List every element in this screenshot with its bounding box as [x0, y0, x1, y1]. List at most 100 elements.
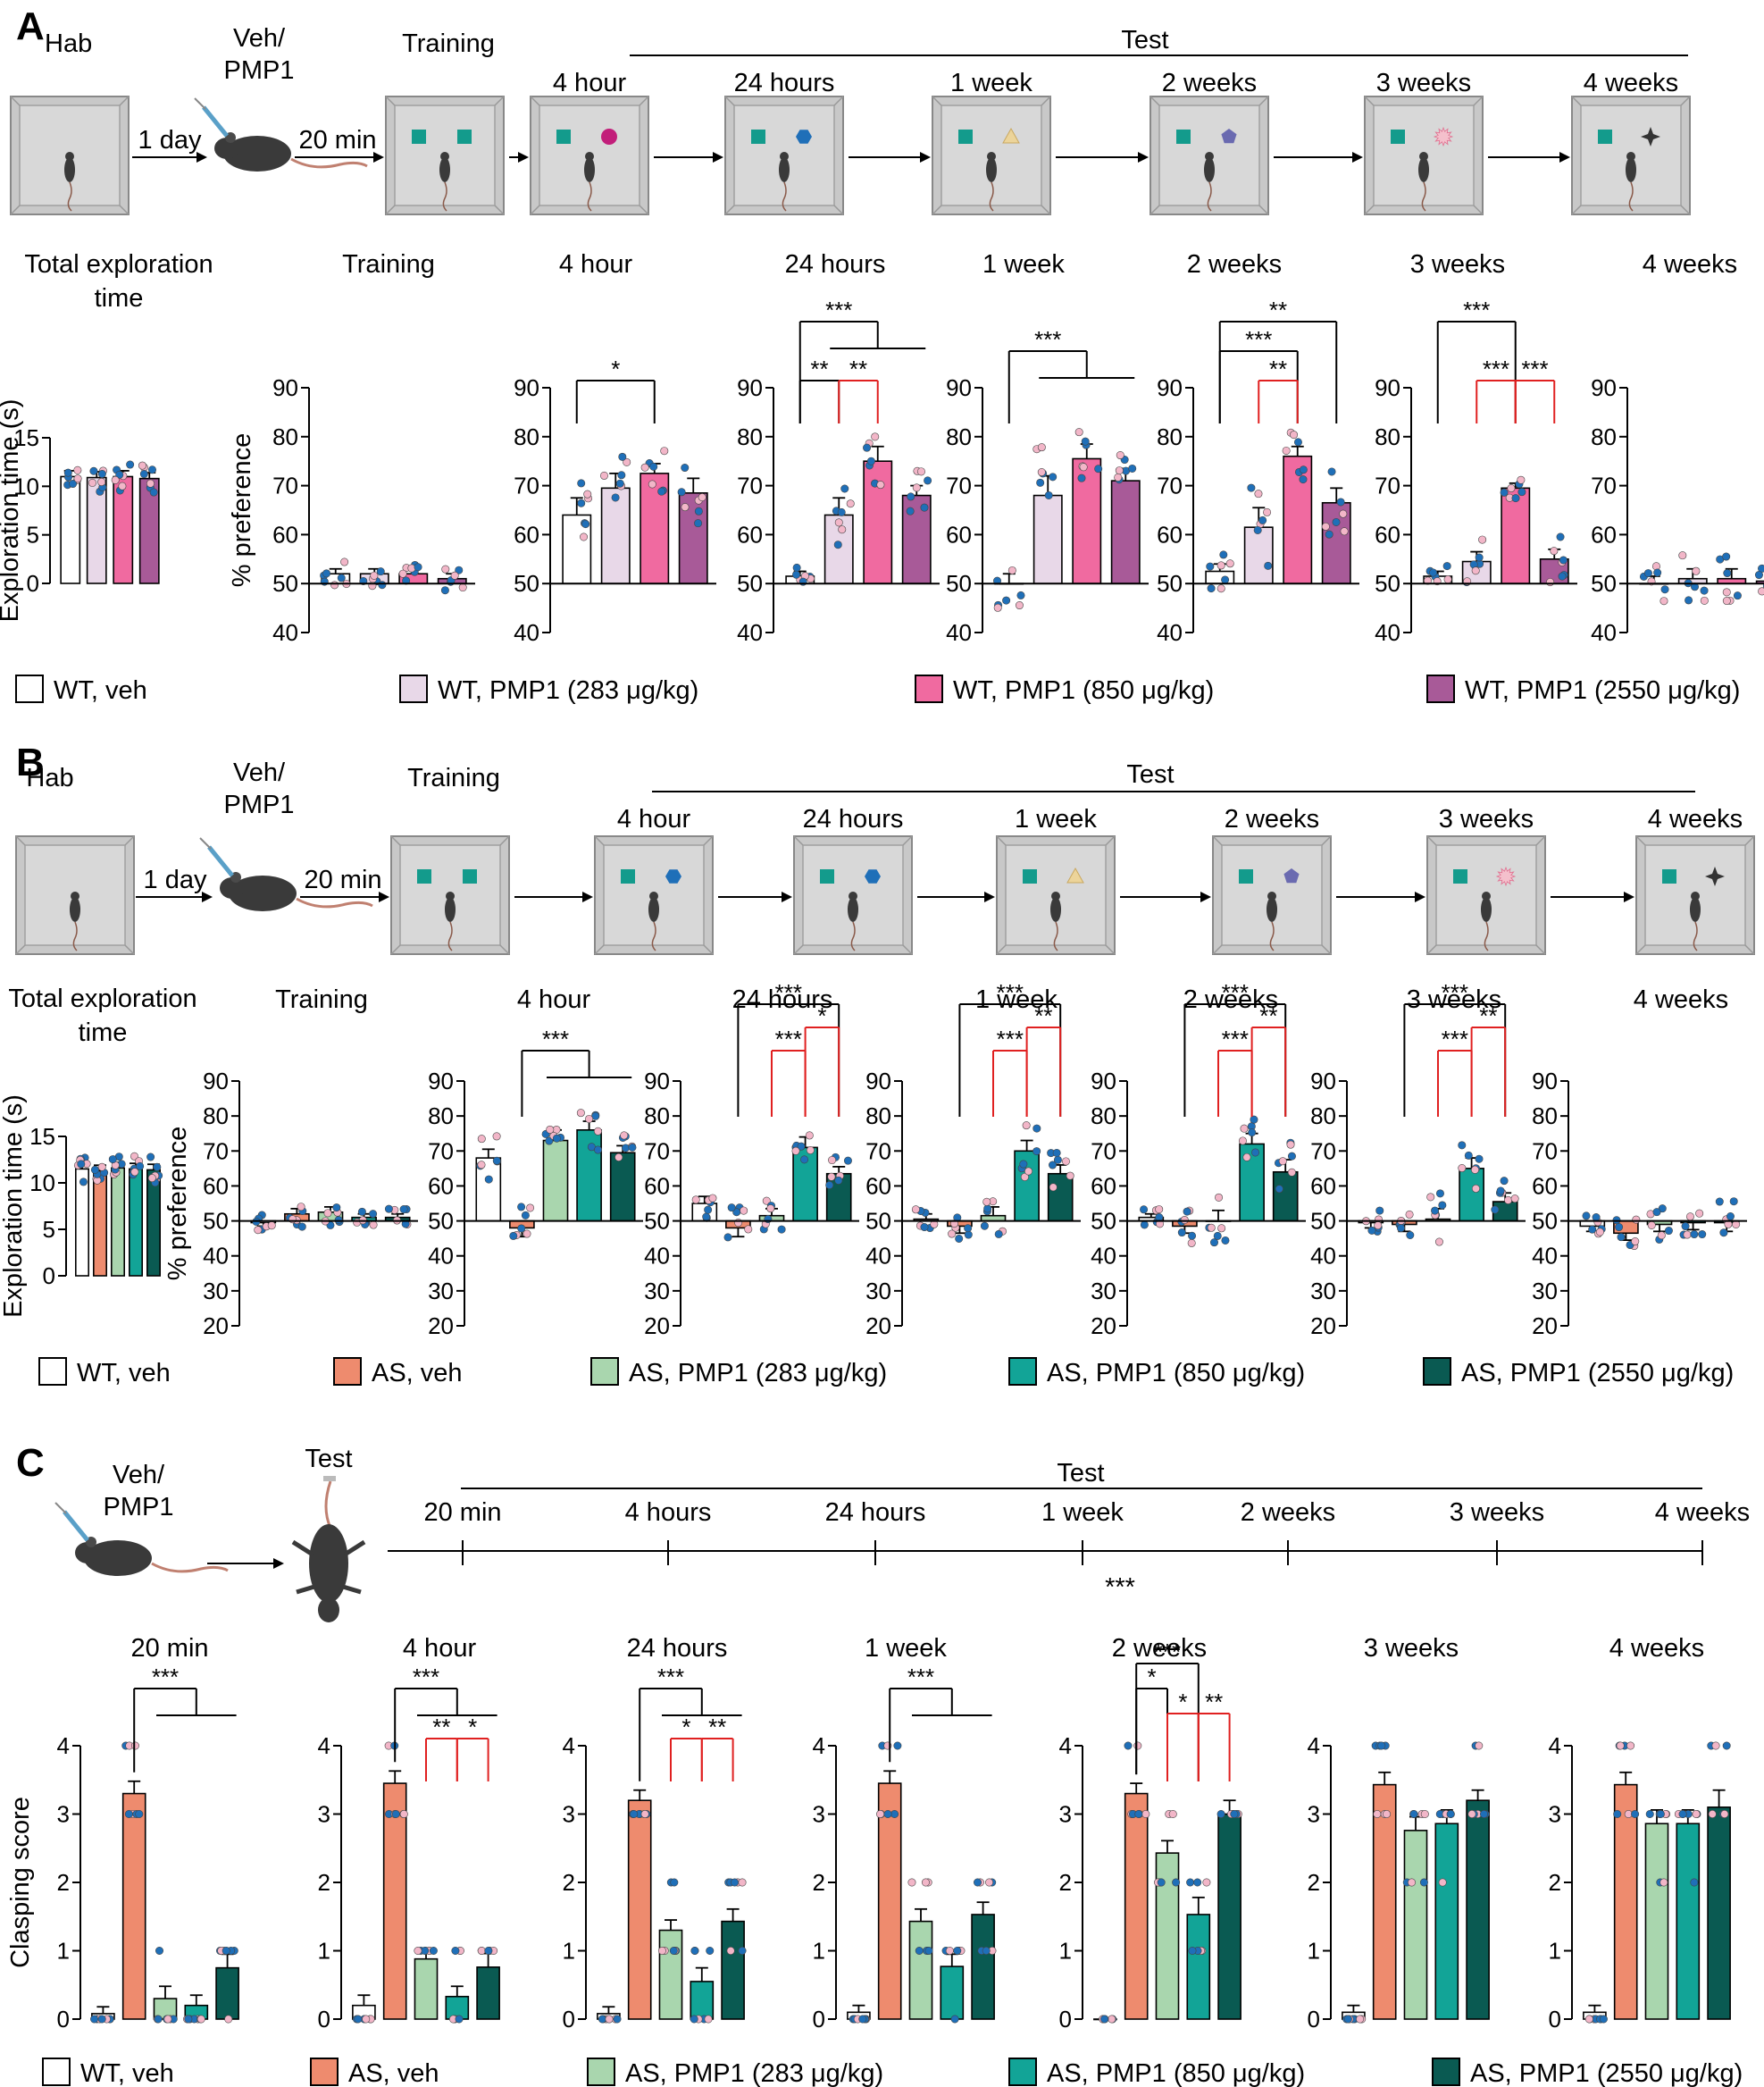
data-point [1733, 591, 1742, 600]
y-tick-label: 90 [514, 374, 539, 401]
y-tick-label: 50 [946, 570, 972, 597]
y-tick-label: 80 [1157, 423, 1183, 450]
data-point [1049, 1161, 1058, 1169]
y-tick-label: 50 [1310, 1208, 1336, 1235]
arrow-1-label: 1 day [138, 126, 202, 155]
injection-label-line0: Veh/ [233, 24, 286, 53]
data-point [1715, 1197, 1724, 1206]
data-point [1556, 532, 1565, 541]
test-arena-mouse-body [1481, 897, 1492, 922]
chart-A-3weeks: 3 weeks 40 50 60 70 80 90 *** *** *** [1375, 250, 1577, 646]
y-tick-label: 30 [1091, 1278, 1116, 1304]
y-axis-label: % preference [228, 433, 256, 588]
data-point [827, 1172, 836, 1181]
data-point [222, 1947, 230, 1956]
training-arena-corner3 [494, 205, 505, 215]
hab-arena-corner3 [124, 944, 135, 955]
data-point [1683, 1230, 1692, 1239]
test-arena-corner1 [1680, 96, 1691, 106]
data-point [964, 1224, 973, 1233]
test-arena-corner2 [1212, 944, 1223, 955]
test-arena-familiar-square [621, 869, 635, 884]
data-point [690, 2015, 698, 2024]
chart-C-3weeks: 3 weeks 0 1 2 3 4 [1308, 1634, 1490, 2033]
y-tick-label: 70 [514, 473, 539, 499]
test-arena-corner0 [793, 835, 804, 846]
data-point [323, 1209, 332, 1218]
test-arena-mouse-body [1050, 897, 1061, 922]
legend-C-label: AS, veh [348, 2059, 439, 2087]
data-point [1652, 1208, 1661, 1217]
y-tick-label: 4 [813, 1732, 825, 1759]
test-arena-corner3 [1321, 944, 1332, 955]
data-point [1287, 1152, 1296, 1161]
test-arena-corner3 [1105, 944, 1116, 955]
test-arena-corner3 [1680, 205, 1691, 215]
y-tick-label: 20 [865, 1312, 891, 1339]
data-point [97, 1162, 106, 1171]
data-point [1036, 478, 1045, 487]
sig-label: * [611, 356, 620, 382]
arrow-injection-training-head [373, 152, 384, 163]
data-point [1409, 1810, 1418, 1819]
test-arena-corner0 [594, 835, 605, 846]
y-tick-label: 50 [203, 1208, 229, 1235]
test-arena-familiar-square [958, 130, 973, 144]
y-tick-label: 40 [737, 619, 763, 646]
data-point [1657, 1231, 1666, 1240]
data-point [149, 488, 158, 497]
test-timepoint-label: 4 weeks [1648, 805, 1743, 834]
test-arena-mouse-tail [1484, 921, 1489, 951]
data-point [670, 1878, 679, 1887]
y-tick-label: 2 [1549, 1869, 1561, 1896]
y-tick-label: 60 [1091, 1172, 1116, 1199]
data-point [1435, 1189, 1444, 1198]
data-point [1206, 562, 1215, 571]
data-point [1559, 556, 1568, 565]
y-tick-label: 4 [1308, 1732, 1320, 1759]
data-point [1700, 586, 1709, 595]
chart-A-training: Training 40 50 60 70 80 90 % preference [228, 250, 475, 646]
data-point [1720, 1810, 1729, 1819]
y-tick-label: 50 [865, 1208, 891, 1235]
legend-B-swatch [333, 1357, 362, 1386]
y-tick-label: 70 [1532, 1137, 1558, 1164]
training-label: Training [407, 764, 500, 792]
test-arena-mouse-head [987, 152, 996, 161]
sig-label: *** [542, 1026, 569, 1052]
test-timepoint-label: 1 week [950, 69, 1032, 97]
test-arena-mouse-head [849, 892, 857, 901]
bar [609, 1152, 636, 1222]
data-point [1507, 484, 1516, 493]
hab-arena-corner3 [119, 205, 130, 215]
test-arena-corner3 [902, 944, 913, 955]
test-arena-mouse-body [1418, 157, 1429, 182]
hab-arena-mouse-body [64, 157, 75, 182]
data-point [1077, 474, 1086, 482]
data-point [1406, 1230, 1415, 1239]
data-point [1719, 1228, 1728, 1237]
data-point [858, 2015, 867, 2024]
data-point [1133, 1741, 1142, 1750]
data-point [357, 1207, 366, 1216]
data-point [581, 520, 590, 529]
legend-A-swatch [15, 675, 44, 703]
sig-label: ** [1259, 1002, 1277, 1029]
injection-label-line0: Veh/ [233, 759, 286, 787]
data-point [1183, 1207, 1191, 1216]
legend-A-swatch [1426, 675, 1455, 703]
legend-B-swatch [590, 1357, 619, 1386]
training-arena-corner0 [385, 96, 396, 106]
y-tick-label: 40 [644, 1243, 670, 1270]
test-arena-mouse-head [1482, 892, 1491, 901]
data-point [147, 465, 156, 474]
test-arena-mouse-tail [1269, 921, 1275, 951]
test-arena-familiar-square [1023, 869, 1037, 884]
y-tick-label: 40 [203, 1243, 229, 1270]
y-tick-label: 30 [1310, 1278, 1336, 1304]
hab-arena-corner2 [10, 205, 21, 215]
data-point [1140, 1220, 1149, 1229]
sig-label: *** [1442, 1026, 1468, 1052]
data-point [69, 480, 78, 489]
